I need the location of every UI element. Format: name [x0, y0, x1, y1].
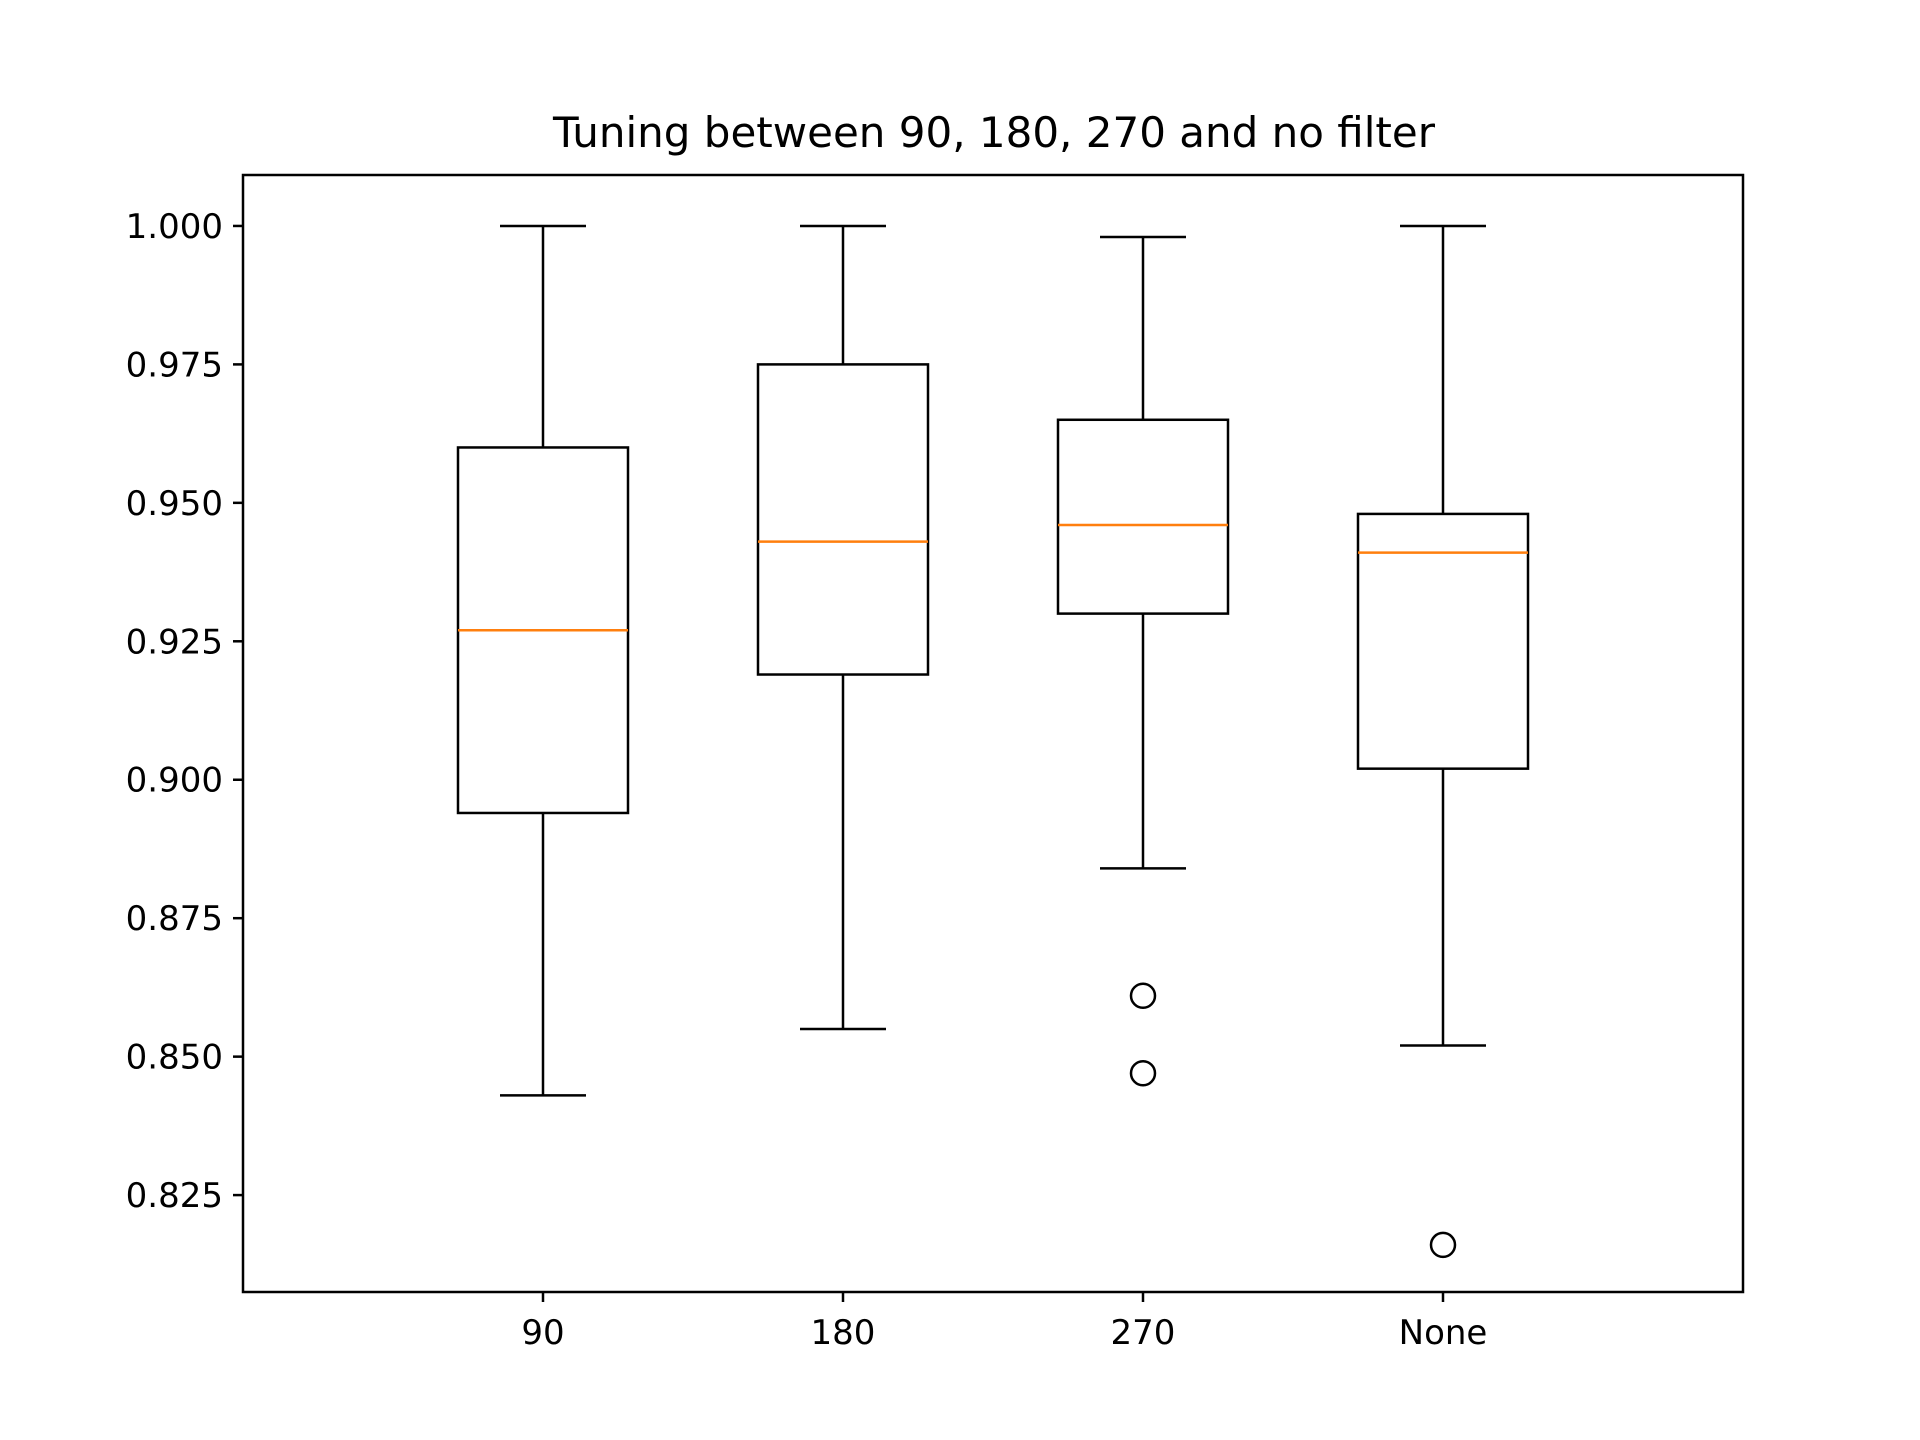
y-tick-label: 1.000 [126, 207, 223, 247]
plot-area: 0.825 0.850 0.875 0.900 0.925 0.950 0.975 1.000… [126, 207, 1530, 1353]
axes-frame [241, 173, 1745, 1294]
outlier-point [1129, 1060, 1157, 1087]
y-tick-label: 0.900 [126, 761, 223, 801]
y-tick-label: 0.975 [126, 345, 223, 385]
y-tick-label: 0.950 [126, 484, 223, 524]
y-tick-label: 0.850 [126, 1038, 223, 1078]
box [1056, 418, 1230, 615]
y-tick-label: 0.875 [126, 899, 223, 939]
x-tick-label: None [1399, 1313, 1488, 1353]
x-tick-label: 270 [1111, 1313, 1176, 1353]
chart-title: Tuning between 90, 180, 270 and no filte… [552, 108, 1436, 157]
y-tick-label: 0.825 [126, 1176, 223, 1216]
box [1356, 512, 1530, 770]
outlier-point [1429, 1231, 1457, 1259]
y-tick-label: 0.925 [126, 622, 223, 662]
box [756, 363, 930, 676]
x-tick-label: 180 [811, 1313, 876, 1353]
outlier-point [1129, 982, 1157, 1009]
x-tick-label: 90 [521, 1313, 564, 1353]
